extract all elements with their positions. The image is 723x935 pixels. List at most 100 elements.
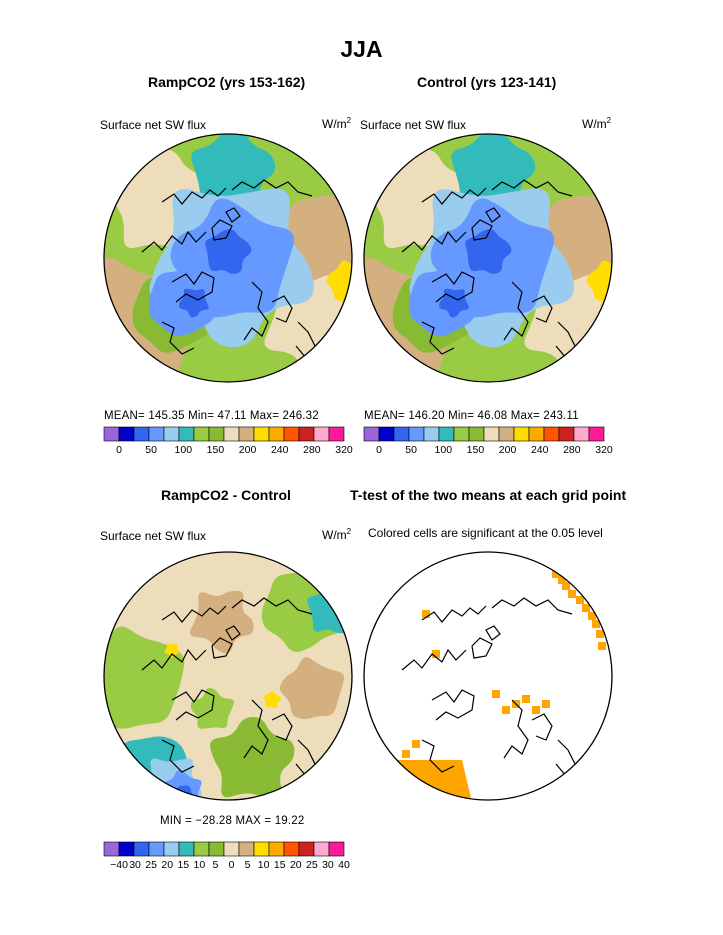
panel-1-stats: MEAN= 145.35 Min= 47.11 Max= 246.32 bbox=[104, 410, 319, 422]
coastline bbox=[141, 648, 207, 671]
colorbar-swatch bbox=[468, 426, 485, 442]
colorbar-swatch bbox=[298, 426, 315, 442]
colorbar-swatch bbox=[328, 841, 345, 857]
colorbar-label: 280 bbox=[303, 444, 321, 456]
coastline bbox=[171, 689, 215, 721]
colorbar-label: 280 bbox=[563, 444, 581, 456]
coastline bbox=[401, 230, 467, 253]
panel-1-units: W/m2 bbox=[322, 116, 352, 132]
map-region bbox=[279, 657, 345, 720]
colorbar-swatch bbox=[253, 841, 270, 857]
coastline bbox=[243, 281, 269, 341]
colorbar-swatch bbox=[133, 841, 150, 857]
map-region bbox=[451, 134, 536, 211]
coastline bbox=[503, 281, 529, 341]
colorbar-swatch bbox=[588, 426, 605, 442]
colorbar-label: 10 bbox=[258, 859, 270, 871]
colorbar-label: 200 bbox=[499, 444, 517, 456]
colorbar-label: 30 bbox=[129, 859, 141, 871]
colorbar-label: 15 bbox=[177, 859, 189, 871]
significant-cell bbox=[588, 612, 596, 620]
panel-4-subtitle: Colored cells are significant at the 0.0… bbox=[368, 526, 603, 540]
panel-3-map bbox=[103, 551, 353, 801]
colorbar-swatch bbox=[363, 426, 380, 442]
colorbar-swatch bbox=[178, 841, 195, 857]
map-region bbox=[191, 134, 276, 211]
colorbar-label: 50 bbox=[405, 444, 417, 456]
colorbar-swatch bbox=[193, 426, 210, 442]
colorbar-swatch bbox=[393, 426, 410, 442]
map-region bbox=[439, 288, 469, 318]
colorbar-label: 30 bbox=[322, 859, 334, 871]
panel-4-map bbox=[363, 551, 613, 801]
panel-3-title: RampCO2 - Control bbox=[161, 487, 291, 503]
colorbar-label: 240 bbox=[271, 444, 289, 456]
colorbar-swatch bbox=[513, 426, 530, 442]
coastline bbox=[211, 637, 233, 659]
colorbar-label: 25 bbox=[306, 859, 318, 871]
colorbar-swatch bbox=[223, 426, 240, 442]
panel-3-stats: MIN = −28.28 MAX = 19.22 bbox=[160, 815, 305, 827]
panel-3-subtitle: Surface net SW flux bbox=[100, 529, 207, 543]
colorbar-label: 0 bbox=[376, 444, 382, 456]
coastline bbox=[431, 271, 475, 303]
colorbar-label: 15 bbox=[274, 859, 286, 871]
colorbar-swatch bbox=[103, 426, 120, 442]
panel-1-subtitle: Surface net SW flux bbox=[100, 118, 207, 132]
colorbar-swatch bbox=[118, 426, 135, 442]
colorbar-swatch bbox=[133, 426, 150, 442]
panel-2-colorbar: 0 50 100 150 200 240 280 320 bbox=[363, 426, 613, 456]
colorbar-label: 320 bbox=[595, 444, 613, 456]
colorbar-label: 20 bbox=[290, 859, 302, 871]
colorbar-swatch bbox=[453, 426, 470, 442]
colorbar-swatch bbox=[208, 426, 225, 442]
significant-cell bbox=[422, 610, 430, 618]
colorbar-swatch bbox=[253, 426, 270, 442]
colorbar-label: 150 bbox=[467, 444, 485, 456]
panel-2-units: W/m2 bbox=[582, 116, 612, 132]
panel-1-colorbar: 0 50 100 150 200 240 280 320 bbox=[103, 426, 353, 456]
significant-cell bbox=[592, 620, 600, 628]
colorbar-swatch bbox=[238, 841, 255, 857]
panel-2-map bbox=[363, 133, 613, 383]
significant-cell bbox=[402, 750, 410, 758]
colorbar-swatch bbox=[163, 426, 180, 442]
panel-2-subtitle: Surface net SW flux bbox=[360, 118, 467, 132]
map-region bbox=[586, 260, 612, 302]
coastline bbox=[421, 605, 487, 623]
coastline bbox=[271, 713, 293, 741]
colorbar-swatch bbox=[223, 841, 240, 857]
significant-cell bbox=[562, 582, 570, 590]
colorbar-label: 20 bbox=[161, 859, 173, 871]
panel-1-title: RampCO2 (yrs 153-162) bbox=[148, 74, 306, 90]
colorbar-swatch bbox=[328, 426, 345, 442]
coastline bbox=[421, 187, 487, 205]
coastline bbox=[471, 219, 493, 241]
colorbar-swatch bbox=[268, 426, 285, 442]
colorbar-swatch bbox=[378, 426, 395, 442]
coastline bbox=[503, 699, 529, 759]
coastline bbox=[171, 271, 215, 303]
significant-cell bbox=[596, 630, 604, 638]
panel-2-stats: MEAN= 146.20 Min= 46.08 Max= 243.11 bbox=[364, 410, 579, 422]
significant-cell bbox=[492, 690, 500, 698]
coastline bbox=[485, 207, 501, 223]
coastline bbox=[211, 219, 233, 241]
colorbar-label: 320 bbox=[335, 444, 353, 456]
coastline bbox=[231, 597, 313, 615]
colorbar-swatch bbox=[528, 426, 545, 442]
map-region bbox=[190, 590, 254, 654]
panel-2-title: Control (yrs 123-141) bbox=[417, 74, 557, 90]
map-region bbox=[210, 716, 295, 799]
coastline bbox=[491, 597, 573, 615]
colorbar-swatch bbox=[298, 841, 315, 857]
significant-cell bbox=[558, 576, 566, 584]
significant-cell bbox=[576, 596, 584, 604]
map-region bbox=[179, 288, 209, 318]
colorbar-swatch bbox=[558, 426, 575, 442]
colorbar-swatch bbox=[178, 426, 195, 442]
map-border bbox=[103, 133, 353, 383]
colorbar-label: 150 bbox=[207, 444, 225, 456]
colorbar-label: 10 bbox=[194, 859, 206, 871]
coastline bbox=[161, 321, 195, 355]
